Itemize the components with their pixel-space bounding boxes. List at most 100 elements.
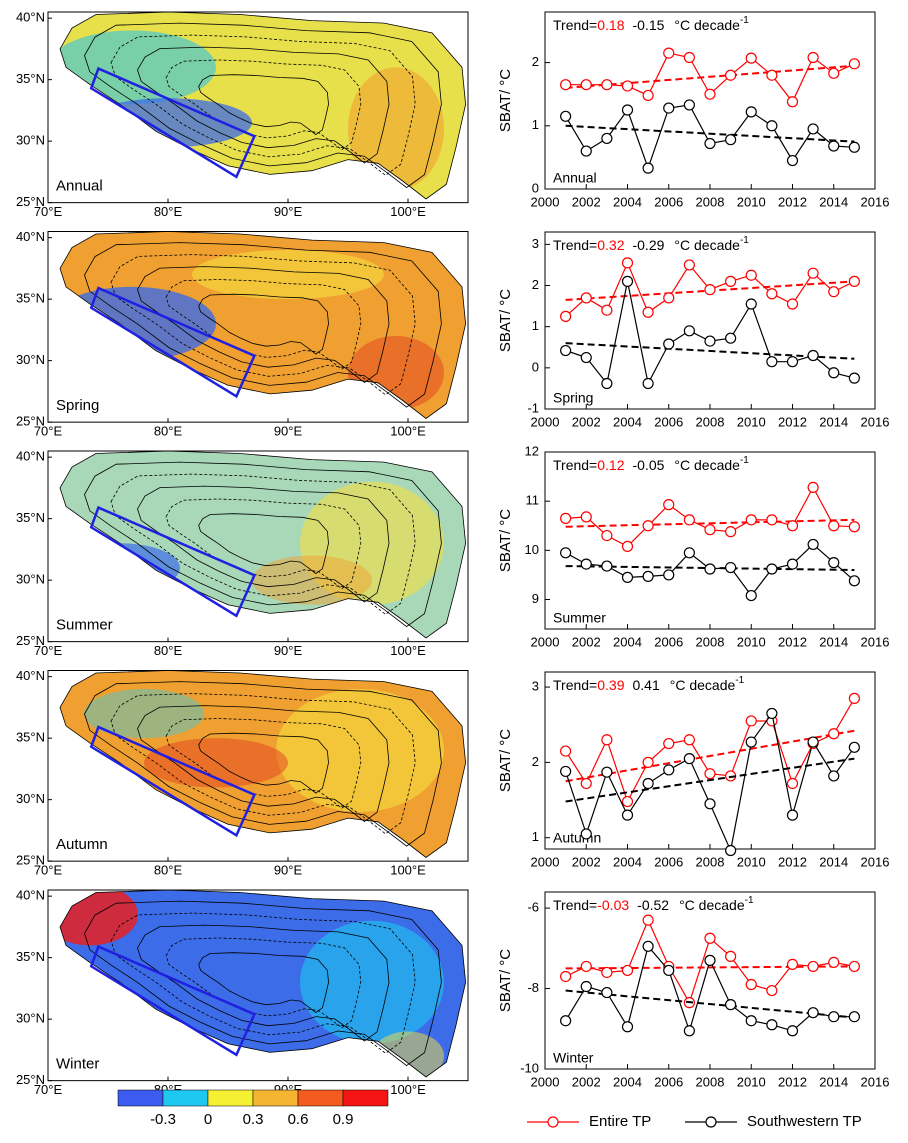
data-point xyxy=(683,99,695,111)
data-point xyxy=(786,777,799,790)
data-point xyxy=(828,520,840,532)
data-point xyxy=(580,145,592,157)
x-tick-label: 2000 xyxy=(531,414,560,429)
x-tick-label: 2014 xyxy=(819,1074,848,1089)
y-tick-label: 40°N xyxy=(16,449,45,464)
data-point xyxy=(642,777,654,790)
data-point xyxy=(560,745,572,757)
y-tick-label: 1 xyxy=(532,117,539,132)
data-point xyxy=(704,88,716,100)
x-tick-label: 2012 xyxy=(778,194,807,209)
x-tick-label: 90°E xyxy=(274,424,303,439)
x-tick-label: 2006 xyxy=(654,414,683,429)
y-tick-label: 2 xyxy=(532,54,539,69)
data-point xyxy=(663,737,675,750)
data-point xyxy=(704,798,716,810)
contour xyxy=(137,485,390,603)
y-axis-label: SBAT/ °C xyxy=(497,289,514,352)
data-point xyxy=(766,120,778,132)
data-point xyxy=(580,777,592,790)
y-tick-label: -6 xyxy=(527,900,539,915)
contour xyxy=(84,22,442,189)
data-point xyxy=(621,809,634,821)
data-point xyxy=(580,79,592,91)
data-point xyxy=(580,511,592,523)
x-tick-label: 2014 xyxy=(819,854,848,869)
x-tick-label: 2002 xyxy=(572,414,601,429)
data-point xyxy=(683,51,695,64)
data-point xyxy=(725,561,737,574)
data-point xyxy=(704,137,716,150)
x-tick-label: 2010 xyxy=(737,634,766,649)
x-tick-label: 2012 xyxy=(778,1074,807,1089)
data-point xyxy=(725,999,737,1011)
y-tick-label: 1 xyxy=(532,318,539,333)
trend-line xyxy=(565,64,855,89)
data-point xyxy=(725,950,737,962)
y-tick-label: 40°N xyxy=(16,668,45,683)
data-point xyxy=(745,736,757,748)
x-tick-label: 2010 xyxy=(737,1074,766,1089)
x-tick-label: 2004 xyxy=(613,194,642,209)
x-tick-label: 2008 xyxy=(696,414,725,429)
y-tick-label: 30°N xyxy=(16,791,45,806)
x-tick-label: 2000 xyxy=(531,1074,560,1089)
contour xyxy=(110,473,416,615)
season-label: Annual xyxy=(553,170,597,186)
data-point xyxy=(766,1019,778,1031)
y-tick-label: -1 xyxy=(527,400,539,415)
season-label: Spring xyxy=(56,397,99,414)
data-point xyxy=(766,984,778,997)
x-tick-label: 2014 xyxy=(819,634,848,649)
field xyxy=(60,12,466,199)
data-point xyxy=(766,563,778,575)
data-point xyxy=(848,692,860,704)
x-tick-label: 2012 xyxy=(778,854,807,869)
study-region xyxy=(89,286,257,399)
data-point xyxy=(848,521,860,533)
y-tick-label: 11 xyxy=(526,493,540,508)
x-tick-label: 2008 xyxy=(696,1074,725,1089)
x-tick-label: 2006 xyxy=(654,194,683,209)
data-point xyxy=(621,795,634,808)
x-tick-label: 70°E xyxy=(34,424,63,439)
data-point xyxy=(663,569,675,581)
data-point xyxy=(848,741,860,753)
x-tick-label: 2016 xyxy=(861,194,890,209)
x-tick-label: 90°E xyxy=(274,204,303,219)
data-point xyxy=(745,715,757,727)
data-point xyxy=(560,344,572,357)
data-point xyxy=(745,1015,757,1027)
data-point xyxy=(745,52,757,64)
data-point xyxy=(848,58,860,70)
data-point xyxy=(683,734,695,746)
contour xyxy=(110,912,416,1054)
map-frame xyxy=(47,450,469,643)
data-point xyxy=(848,275,860,287)
colorbar-swatch xyxy=(297,1089,344,1107)
data-point xyxy=(683,514,695,526)
plot-frame xyxy=(544,891,876,1070)
contour xyxy=(165,937,362,1029)
season-label: Annual xyxy=(56,178,103,195)
data-point xyxy=(745,589,757,602)
field-patch xyxy=(60,286,216,361)
plot-frame xyxy=(544,231,876,410)
y-tick-label: 2 xyxy=(532,754,539,769)
data-point xyxy=(663,47,675,59)
y-tick-label: 3 xyxy=(532,679,539,694)
data-point xyxy=(807,736,819,748)
data-point xyxy=(725,332,737,344)
data-point xyxy=(663,102,675,114)
data-point xyxy=(560,79,572,91)
x-tick-label: 100°E xyxy=(390,863,426,878)
x-tick-label: 2012 xyxy=(778,634,807,649)
data-point xyxy=(807,960,819,973)
data-point xyxy=(704,954,716,966)
y-axis-label: SBAT/ °C xyxy=(497,729,514,792)
trend-entire: -0.03 xyxy=(597,897,629,913)
contour xyxy=(165,59,362,151)
trend-text: Trend=0.32 -0.29 °C decade-1 xyxy=(553,235,749,253)
data-point xyxy=(828,67,840,79)
data-point xyxy=(580,292,592,304)
